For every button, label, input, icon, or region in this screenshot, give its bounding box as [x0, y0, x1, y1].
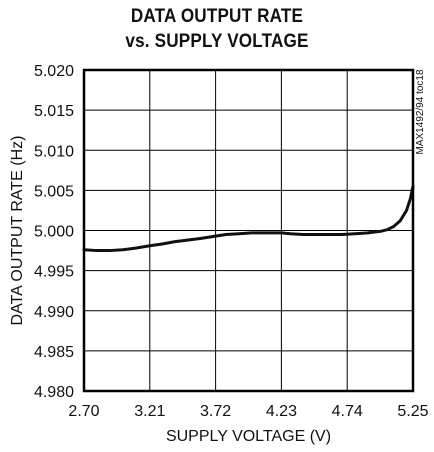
y-tick-label: 5.000	[34, 224, 74, 241]
y-axis-label: DATA OUTPUT RATE (Hz)	[9, 136, 26, 326]
y-tick-label: 5.015	[34, 103, 74, 120]
y-tick-label: 4.995	[34, 264, 74, 281]
y-tick-label: 5.010	[34, 143, 74, 160]
chart-title-line-1: DATA OUTPUT RATE	[130, 6, 304, 27]
grid-lines	[83, 69, 414, 392]
x-tick-label: 3.72	[200, 403, 231, 420]
chart-title-line-2: vs. SUPPLY VOLTAGE	[125, 31, 309, 52]
x-tick-label: 4.23	[266, 403, 297, 420]
tick-labels: 2.70 3.21 3.72 4.23 4.74 5.25 5.020 5.015 5.010 5…	[34, 63, 429, 420]
x-tick-label: 2.70	[68, 403, 99, 420]
y-tick-label: 5.005	[34, 183, 74, 200]
plot-frame	[82, 68, 415, 393]
x-tick-label: 3.21	[134, 403, 165, 420]
figure-id-label: MAX1492/94 toc18	[415, 69, 426, 154]
series-line-0	[82, 184, 415, 253]
y-tick-label: 5.020	[34, 63, 74, 80]
data-series	[82, 184, 415, 253]
x-tick-label: 5.25	[397, 403, 428, 420]
x-axis-label: SUPPLY VOLTAGE (V)	[166, 428, 331, 445]
x-tick-label: 4.74	[332, 403, 363, 420]
y-tick-label: 4.985	[34, 344, 74, 361]
y-tick-label: 4.990	[34, 304, 74, 321]
y-tick-label: 4.980	[34, 384, 74, 401]
